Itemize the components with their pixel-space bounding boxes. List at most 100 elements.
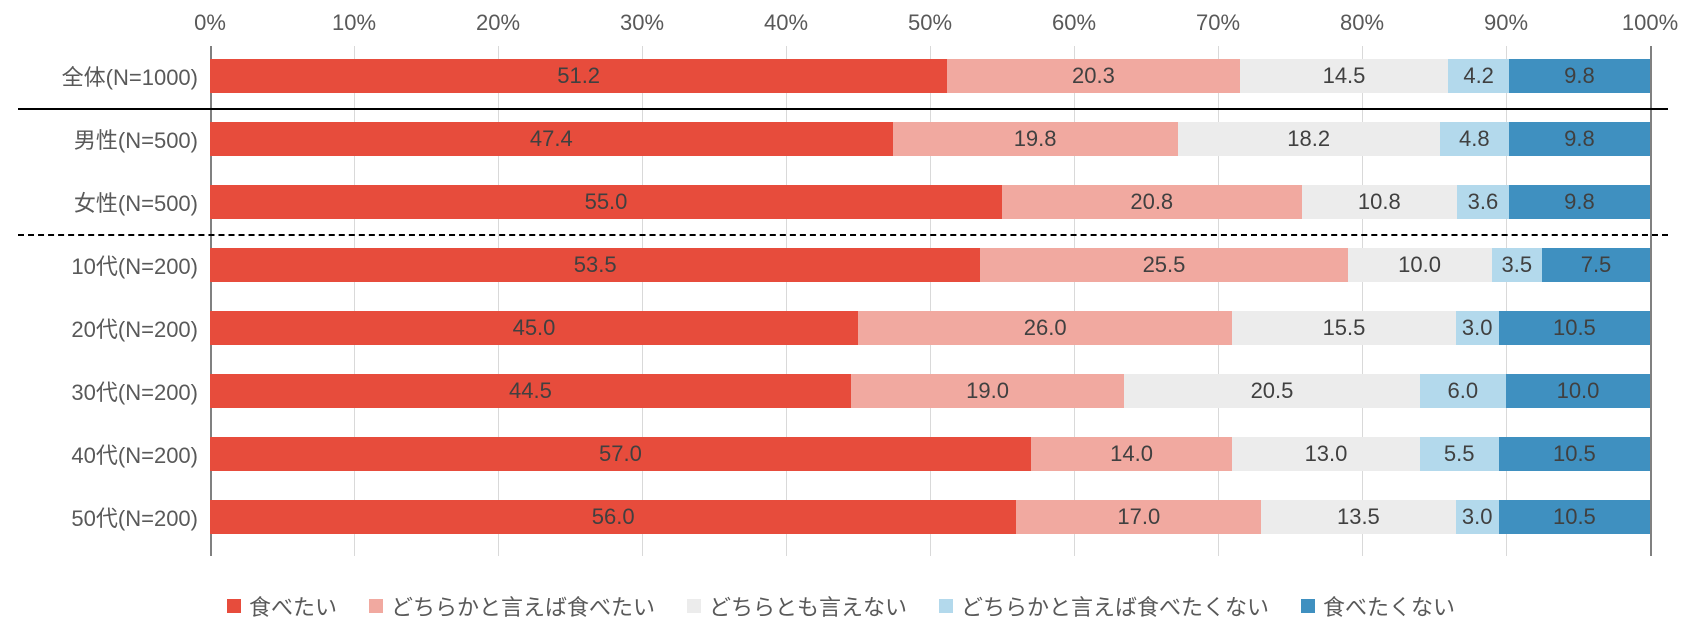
bar-segment-rather_not: 5.5 [1420, 437, 1499, 471]
bar-segment-want: 55.0 [210, 185, 1002, 219]
segment-value: 51.2 [557, 63, 600, 89]
legend-swatch [1301, 599, 1315, 613]
bar-segment-neutral: 20.5 [1124, 374, 1419, 408]
segment-value: 19.8 [1014, 126, 1057, 152]
separator-dashed [18, 234, 1668, 236]
bar-segment-neutral: 14.5 [1240, 59, 1449, 93]
legend-swatch [687, 599, 701, 613]
bar-segment-rather_want: 19.0 [851, 374, 1125, 408]
x-tick-label: 20% [476, 10, 520, 36]
bar-segment-neutral: 13.0 [1232, 437, 1419, 471]
segment-value: 19.0 [966, 378, 1009, 404]
segment-value: 18.2 [1287, 126, 1330, 152]
legend-item-rather_not: どちらかと言えば食べたくない [939, 590, 1269, 622]
bar-segment-neutral: 10.0 [1348, 248, 1492, 282]
segment-value: 5.5 [1444, 441, 1475, 467]
legend-label: 食べたくない [1323, 590, 1455, 622]
bar-row: 男性(N=500)47.419.818.24.89.8 [210, 122, 1650, 156]
stacked-bar: 53.5 25.5 10.0 3.5 7.5 [210, 248, 1650, 282]
segment-value: 13.5 [1337, 504, 1380, 530]
segment-value: 20.8 [1130, 189, 1173, 215]
separator-solid [18, 108, 1668, 110]
segment-value: 20.3 [1072, 63, 1115, 89]
segment-value: 55.0 [585, 189, 628, 215]
segment-value: 3.6 [1468, 189, 1499, 215]
legend: 食べたいどちらかと言えば食べたいどちらとも言えないどちらかと言えば食べたくない 食… [0, 590, 1682, 622]
bar-segment-want: 51.2 [210, 59, 947, 93]
segment-value: 6.0 [1447, 378, 1478, 404]
legend-swatch [369, 599, 383, 613]
legend-item-neutral: どちらとも言えない [687, 590, 907, 622]
stacked-bar: 55.0 20.8 10.8 3.6 9.8 [210, 185, 1650, 219]
row-label: 全体(N=1000) [62, 60, 210, 92]
segment-value: 17.0 [1117, 504, 1160, 530]
segment-value: 10.5 [1553, 504, 1596, 530]
segment-value: 9.8 [1564, 189, 1595, 215]
stacked-bar: 44.5 19.0 20.5 6.0 10.0 [210, 374, 1650, 408]
x-tick-label: 80% [1340, 10, 1384, 36]
segment-value: 10.0 [1557, 378, 1600, 404]
bar-segment-rather_want: 26.0 [858, 311, 1232, 345]
segment-value: 7.5 [1581, 252, 1612, 278]
bar-segment-rather_not: 3.5 [1492, 248, 1542, 282]
legend-swatch [227, 599, 241, 613]
row-label: 40代(N=200) [71, 438, 210, 470]
bar-segment-not: 10.5 [1499, 500, 1650, 534]
segment-value: 57.0 [599, 441, 642, 467]
stacked-bar: 51.220.314.54.29.8 [210, 59, 1650, 93]
bar-segment-rather_not: 4.8 [1440, 122, 1509, 156]
segment-value: 44.5 [509, 378, 552, 404]
row-label: 男性(N=500) [74, 123, 210, 155]
x-tick-label: 40% [764, 10, 808, 36]
segment-value: 10.5 [1553, 441, 1596, 467]
bar-segment-rather_not: 6.0 [1420, 374, 1506, 408]
segment-value: 10.8 [1358, 189, 1401, 215]
legend-item-not: 食べたくない [1301, 590, 1455, 622]
segment-value: 45.0 [513, 315, 556, 341]
segment-value: 3.5 [1501, 252, 1532, 278]
segment-value: 25.5 [1143, 252, 1186, 278]
plot-area: 全体(N=1000)51.220.314.54.29.8男性(N=500)47.… [210, 46, 1650, 556]
segment-value: 10.0 [1398, 252, 1441, 278]
bar-segment-want: 44.5 [210, 374, 851, 408]
segment-value: 9.8 [1564, 63, 1595, 89]
row-label: 10代(N=200) [71, 249, 210, 281]
bar-segment-want: 47.4 [210, 122, 893, 156]
bar-segment-rather_want: 20.8 [1002, 185, 1302, 219]
segment-value: 3.0 [1462, 315, 1493, 341]
bar-segment-rather_not: 3.0 [1456, 311, 1499, 345]
segment-value: 14.0 [1110, 441, 1153, 467]
x-tick-label: 0% [194, 10, 226, 36]
stacked-bar: 56.0 17.0 13.5 3.0 10.5 [210, 500, 1650, 534]
bar-row: 40代(N=200)57.014.013.05.510.5 [210, 437, 1650, 471]
row-label: 女性(N=500) [74, 186, 210, 218]
bar-row: 30代(N=200)44.519.020.56.010.0 [210, 374, 1650, 408]
bar-segment-want: 56.0 [210, 500, 1016, 534]
segment-value: 9.8 [1564, 126, 1595, 152]
bar-segment-not: 10.5 [1499, 311, 1650, 345]
bar-row: 50代(N=200)56.017.013.53.010.5 [210, 500, 1650, 534]
bar-segment-not: 10.5 [1499, 437, 1650, 471]
stacked-bar: 45.0 26.0 15.5 3.010.5 [210, 311, 1650, 345]
bar-segment-neutral: 15.5 [1232, 311, 1455, 345]
bar-segment-neutral: 18.2 [1178, 122, 1440, 156]
segment-value: 15.5 [1323, 315, 1366, 341]
row-label: 20代(N=200) [71, 312, 210, 344]
bar-segment-rather_not: 3.0 [1456, 500, 1499, 534]
bar-segment-rather_want: 14.0 [1031, 437, 1233, 471]
stacked-bar: 47.4 19.8 18.2 4.8 9.8 [210, 122, 1650, 156]
stacked-bar: 57.0 14.0 13.0 5.5 10.5 [210, 437, 1650, 471]
segment-value: 4.8 [1459, 126, 1490, 152]
bar-segment-rather_not: 3.6 [1457, 185, 1509, 219]
bar-row: 10代(N=200)53.525.510.03.57.5 [210, 248, 1650, 282]
segment-value: 53.5 [574, 252, 617, 278]
legend-item-rather_want: どちらかと言えば食べたい [369, 590, 655, 622]
bar-row: 20代(N=200)45.026.015.53.010.5 [210, 311, 1650, 345]
bar-segment-want: 53.5 [210, 248, 980, 282]
legend-label: 食べたい [249, 590, 337, 622]
bar-segment-rather_want: 20.3 [947, 59, 1239, 93]
axis-line [1650, 46, 1652, 556]
row-label: 50代(N=200) [71, 501, 210, 533]
x-tick-label: 60% [1052, 10, 1096, 36]
bar-segment-neutral: 13.5 [1261, 500, 1455, 534]
